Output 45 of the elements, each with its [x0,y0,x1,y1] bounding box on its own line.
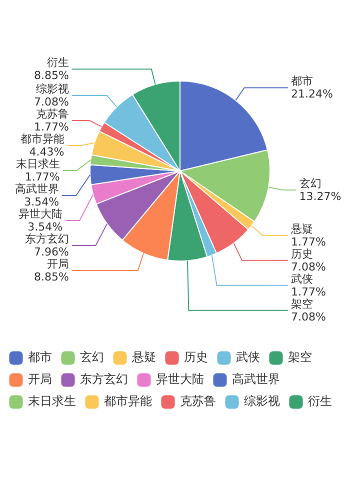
slice-label: 都市 [291,74,313,88]
slice-label: 历史 [291,247,313,260]
legend-label: 都市异能 [104,394,152,408]
legend-label: 异世大陆 [156,372,204,386]
data-label: 1.77% [291,235,326,248]
data-label: 7.96% [34,245,69,258]
slice-label: 末日求生 [16,157,60,170]
legend-label: 悬疑 [131,350,156,364]
data-label: 21.24% [291,88,333,101]
data-label: 3.54% [28,220,63,234]
legend-label: 武侠 [236,350,260,364]
slice-label: 克苏鲁 [36,107,69,120]
data-label: 1.77% [291,285,326,298]
data-label: 7.08% [291,260,326,274]
slice-label: 开局 [47,257,69,270]
data-label: 7.08% [291,310,326,324]
slice-label: 综影视 [36,82,69,96]
data-label: 1.77% [34,120,69,134]
legend-label: 历史 [184,350,208,364]
legend-label: 末日求生 [28,394,76,408]
legend-label: 东方玄幻 [80,372,128,386]
slice-label: 架空 [291,297,313,310]
legend-label: 衍生 [308,394,332,408]
data-label: 13.27% [299,190,342,203]
slice-label: 异世大陆 [18,207,63,220]
legend-label: 架空 [288,350,312,364]
data-label: 1.77% [24,170,60,184]
legend-label: 玄幻 [80,350,104,364]
legend-label: 高武世界 [232,372,280,386]
slice-label: 武侠 [291,272,313,286]
data-label: 3.54% [24,195,60,208]
data-label: 7.08% [34,95,69,108]
data-label: 8.85% [34,68,69,82]
slice-label: 东方玄幻 [25,232,69,246]
legend-label: 综影视 [244,394,280,408]
slice-label: 玄幻 [299,176,322,190]
data-label: 4.43% [29,145,64,158]
legend-label: 都市 [28,350,52,364]
slice-label: 悬疑 [290,222,313,236]
slice-label: 都市异能 [20,132,64,146]
legend-label: 开局 [28,372,52,386]
data-label: 8.85% [34,270,69,284]
slice-label: 衍生 [47,56,69,69]
slice-label: 高武世界 [15,182,60,196]
legend-label: 克苏鲁 [180,394,216,408]
